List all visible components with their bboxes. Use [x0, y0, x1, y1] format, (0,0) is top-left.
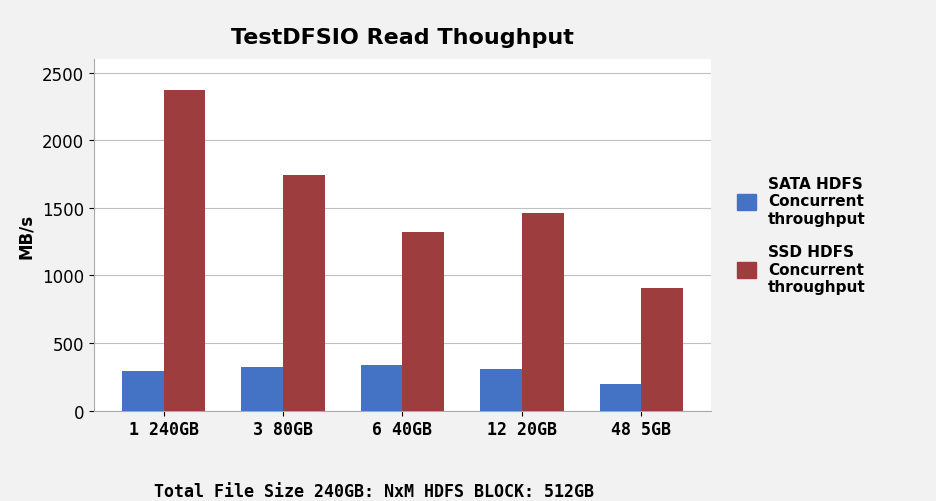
Bar: [600, 385, 641, 411]
Bar: [283, 176, 325, 411]
Title: TestDFSIO Read Thoughput: TestDFSIO Read Thoughput: [231, 28, 574, 48]
Legend: SATA HDFS
Concurrent
throughput, SSD HDFS
Concurrent
throughput: SATA HDFS Concurrent throughput, SSD HDF…: [731, 170, 871, 301]
Bar: [641, 288, 683, 411]
Bar: [122, 372, 164, 411]
Bar: [402, 233, 445, 411]
Bar: [164, 91, 205, 411]
Text: Total File Size 240GB: NxM HDFS BLOCK: 512GB: Total File Size 240GB: NxM HDFS BLOCK: 5…: [154, 482, 594, 500]
Bar: [360, 365, 402, 411]
Y-axis label: MB/s: MB/s: [17, 213, 35, 258]
Bar: [241, 368, 283, 411]
Bar: [480, 370, 522, 411]
Bar: [522, 214, 563, 411]
